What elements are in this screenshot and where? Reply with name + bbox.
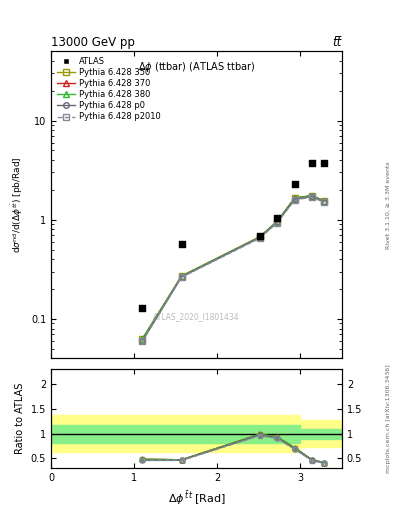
Text: Rivet 3.1.10, ≥ 3.3M events: Rivet 3.1.10, ≥ 3.3M events xyxy=(386,161,391,249)
Text: $\Delta\phi$ (ttbar) (ATLAS ttbar): $\Delta\phi$ (ttbar) (ATLAS ttbar) xyxy=(138,60,255,74)
Y-axis label: $\mathrm{d}\sigma^\mathrm{nd}/\mathrm{d}(\Delta\phi^{t\bar{t}})$ [pb/Rad]: $\mathrm{d}\sigma^\mathrm{nd}/\mathrm{d}… xyxy=(10,157,26,253)
Point xyxy=(320,159,327,167)
Point xyxy=(178,240,185,248)
Text: 13000 GeV pp: 13000 GeV pp xyxy=(51,36,135,49)
Text: ATLAS_2020_I1801434: ATLAS_2020_I1801434 xyxy=(153,312,240,322)
Point xyxy=(140,304,146,312)
Point xyxy=(291,180,298,188)
Legend: ATLAS, Pythia 6.428 350, Pythia 6.428 370, Pythia 6.428 380, Pythia 6.428 p0, Py: ATLAS, Pythia 6.428 350, Pythia 6.428 37… xyxy=(55,55,163,123)
X-axis label: $\Delta\phi^{\,\bar{t}t}$ [Rad]: $\Delta\phi^{\,\bar{t}t}$ [Rad] xyxy=(167,489,226,506)
Point xyxy=(257,232,263,241)
Text: tt̅: tt̅ xyxy=(332,36,342,49)
Point xyxy=(274,215,280,223)
Point xyxy=(309,159,315,167)
Text: mcplots.cern.ch [arXiv:1306.3436]: mcplots.cern.ch [arXiv:1306.3436] xyxy=(386,364,391,473)
Y-axis label: Ratio to ATLAS: Ratio to ATLAS xyxy=(15,383,25,454)
